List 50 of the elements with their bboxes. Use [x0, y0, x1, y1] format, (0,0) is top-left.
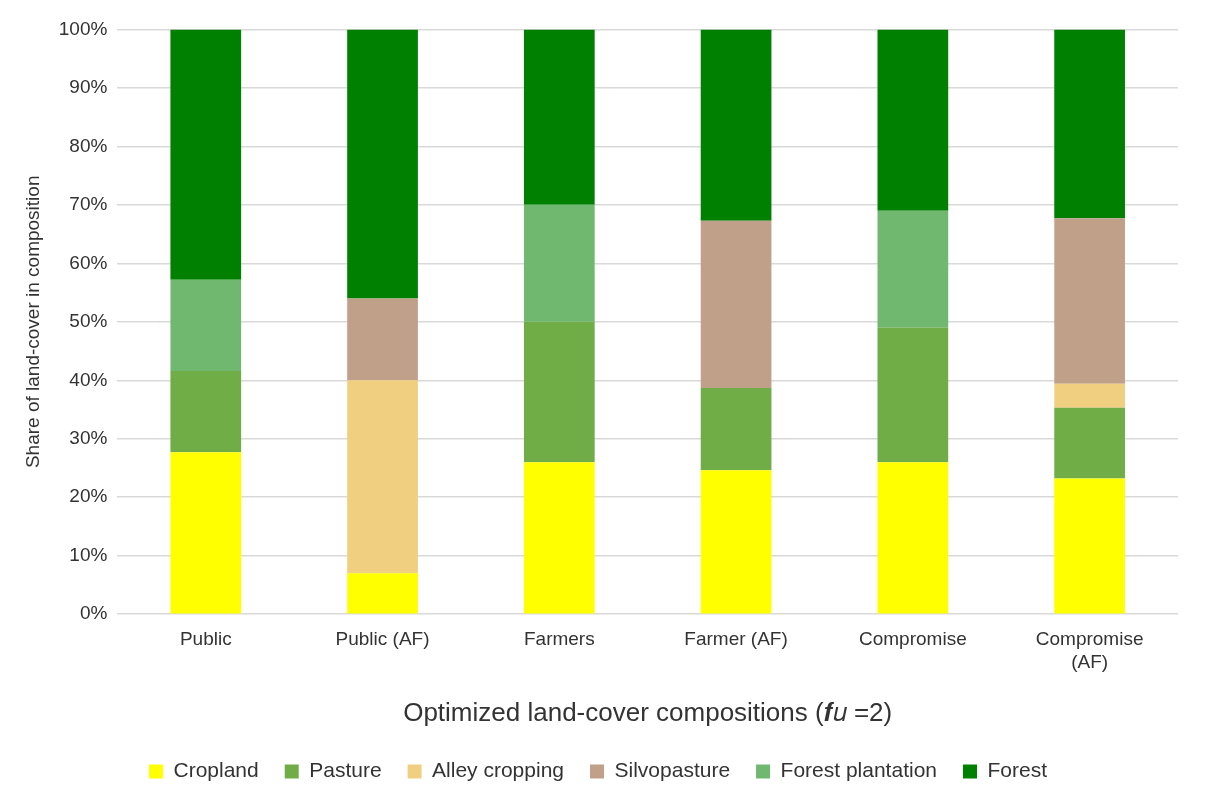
bar — [877, 462, 949, 614]
bar — [347, 380, 418, 574]
x-tick-label: Compromise — [859, 627, 967, 649]
bar — [170, 29, 242, 280]
bar — [170, 279, 242, 371]
bar — [347, 29, 418, 299]
y-tick-label: 100% — [58, 17, 108, 39]
bar — [523, 462, 595, 614]
bar — [877, 327, 949, 463]
bar — [1054, 407, 1125, 479]
bar — [700, 29, 772, 221]
legend-label: Silvopasture — [614, 758, 731, 782]
x-tick-label: Farmer (AF) — [684, 627, 788, 649]
y-tick-label: 20% — [69, 485, 108, 507]
legend-label: Forest — [987, 758, 1048, 782]
bar — [347, 298, 418, 381]
y-tick-label: 60% — [69, 251, 108, 273]
bar — [1054, 218, 1125, 384]
bar — [523, 204, 595, 322]
y-tick-label: 70% — [69, 193, 108, 215]
legend-label: Pasture — [309, 758, 382, 782]
x-tick-label: Public (AF) — [335, 627, 430, 649]
y-tick-label: 50% — [69, 310, 108, 332]
x-tick-label: Compromise (AF) — [1035, 627, 1144, 672]
x-axis-title: Optimized land-cover compositions (𝒇𝑢 =2) — [403, 696, 893, 727]
y-tick-label: 90% — [69, 76, 108, 98]
legend-label: Alley cropping — [432, 758, 564, 782]
legend-label: Cropland — [173, 758, 259, 782]
bar — [877, 210, 949, 328]
bar — [170, 452, 242, 614]
y-tick-label: 0% — [79, 602, 108, 624]
y-axis-title: Share of land-cover in composition — [21, 175, 43, 469]
bar — [877, 29, 949, 211]
bar — [700, 387, 772, 471]
bar — [700, 220, 772, 388]
bar — [523, 321, 595, 463]
bar — [700, 470, 772, 614]
bar — [523, 29, 595, 205]
bar — [170, 370, 242, 453]
y-tick-label: 10% — [69, 543, 108, 565]
bar — [1054, 29, 1125, 219]
y-tick-label: 40% — [69, 368, 108, 390]
legend-label: Forest plantation — [780, 758, 937, 782]
bar — [1054, 478, 1125, 614]
x-tick-label: Farmers — [523, 627, 595, 649]
x-tick-label: Public — [179, 627, 232, 649]
y-tick-label: 80% — [69, 134, 108, 156]
y-tick-label: 30% — [69, 426, 108, 448]
bar — [347, 573, 418, 614]
bar — [1054, 383, 1125, 408]
